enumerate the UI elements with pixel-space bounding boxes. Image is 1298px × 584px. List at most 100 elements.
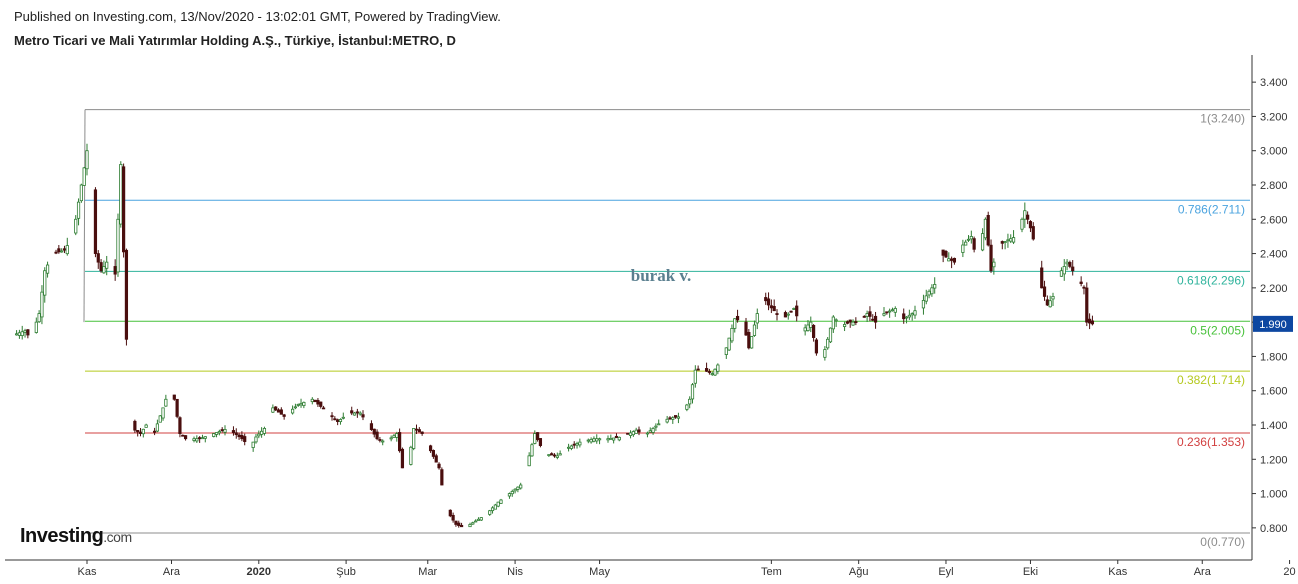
candle-body [361, 414, 365, 418]
candle-body [597, 438, 602, 441]
candle-body [885, 311, 889, 314]
candle-body [296, 404, 300, 406]
candle-body [60, 250, 64, 253]
candle-body [513, 488, 517, 492]
candle-body [471, 522, 475, 525]
candle-body [214, 432, 219, 435]
candle-body [490, 507, 495, 512]
candle-body [986, 215, 990, 246]
x-tick-label: Kas [1108, 566, 1127, 578]
x-tick-label: 2020 [247, 566, 271, 578]
candle-body [921, 300, 926, 309]
candle-body [330, 415, 334, 418]
candle-body [1082, 286, 1086, 289]
candle-body [750, 336, 754, 349]
candle-body [181, 434, 185, 437]
candle-body [1009, 238, 1013, 242]
last-price-label: 1.990 [1259, 319, 1287, 331]
candle-body [992, 261, 996, 268]
candle-body [812, 324, 816, 338]
candle-body [437, 463, 441, 469]
candle-body [555, 455, 559, 458]
fib-level-label: 0.382(1.714) [1177, 373, 1245, 387]
candle-body [476, 518, 481, 521]
candle-body [420, 431, 424, 434]
candle-body [392, 435, 396, 438]
candle-body [572, 443, 576, 446]
investing-logo: Investing.com [20, 525, 132, 548]
candle-body [1042, 286, 1047, 297]
candle-body [369, 423, 374, 430]
candle-body [871, 318, 875, 321]
candle-body [1090, 320, 1095, 325]
candle-body [789, 310, 793, 313]
candle-body [116, 218, 120, 273]
candle-body [302, 401, 306, 406]
candle-body [592, 438, 596, 442]
candle-body [710, 373, 714, 375]
candle-body [519, 484, 523, 489]
candle-body [944, 251, 948, 258]
candle-body [586, 439, 590, 442]
candle-body [45, 264, 50, 274]
candle-body [634, 429, 638, 434]
candle-body [409, 446, 413, 465]
candle-body [882, 313, 886, 316]
candle-body [20, 331, 24, 336]
candle-body [566, 446, 571, 449]
candle-body [674, 415, 678, 418]
candle-body [144, 424, 148, 428]
candle-body [74, 218, 78, 234]
candle-body [727, 337, 731, 351]
candle-body [57, 248, 61, 253]
candle-body [707, 371, 712, 373]
candle-body [614, 435, 619, 439]
candlestick-series [14, 143, 1095, 528]
candle-body [440, 469, 444, 486]
chart-annotation: burak v. [631, 266, 691, 285]
candle-body [279, 409, 283, 415]
candle-body [766, 298, 771, 306]
candle-body [262, 428, 267, 434]
candle-body [113, 266, 117, 275]
candle-body [62, 248, 67, 251]
candle-body [888, 310, 892, 313]
symbol-title: Metro Ticari ve Mali Yatırımlar Holding … [14, 33, 456, 48]
candle-body [507, 493, 512, 497]
candle-body [358, 412, 362, 415]
candle-body [26, 329, 30, 336]
candle-body [516, 486, 520, 490]
fib-anchor-line [83, 109, 86, 323]
candle-body [338, 419, 343, 423]
candle-body [873, 315, 878, 323]
candle-body [341, 416, 345, 419]
y-tick-label: 1.400 [1260, 420, 1288, 432]
candle-body [138, 431, 143, 434]
candle-body [414, 428, 419, 431]
candle-body [890, 309, 895, 312]
candle-body [814, 339, 819, 354]
candle-body [558, 453, 562, 456]
candle-body [220, 429, 224, 432]
candle-body [964, 241, 968, 246]
candle-body [282, 414, 286, 417]
logo-suffix: .com [103, 529, 132, 545]
candle-body [575, 443, 579, 446]
candle-body [395, 433, 399, 438]
candle-body [1088, 318, 1092, 324]
x-tick-label: Şub [336, 566, 356, 578]
candle-body [14, 333, 19, 336]
candle-body [578, 441, 582, 446]
candle-body [854, 321, 858, 324]
candle-body [972, 238, 976, 250]
candle-body [65, 245, 69, 255]
candle-body [510, 491, 514, 495]
y-tick-label: 3.200 [1260, 111, 1288, 123]
candle-body [569, 445, 574, 449]
candle-body [141, 428, 145, 435]
fib-level-label: 0.618(2.296) [1177, 273, 1245, 287]
candle-body [93, 189, 98, 254]
candle-body [733, 318, 737, 329]
candle-body [178, 417, 182, 434]
